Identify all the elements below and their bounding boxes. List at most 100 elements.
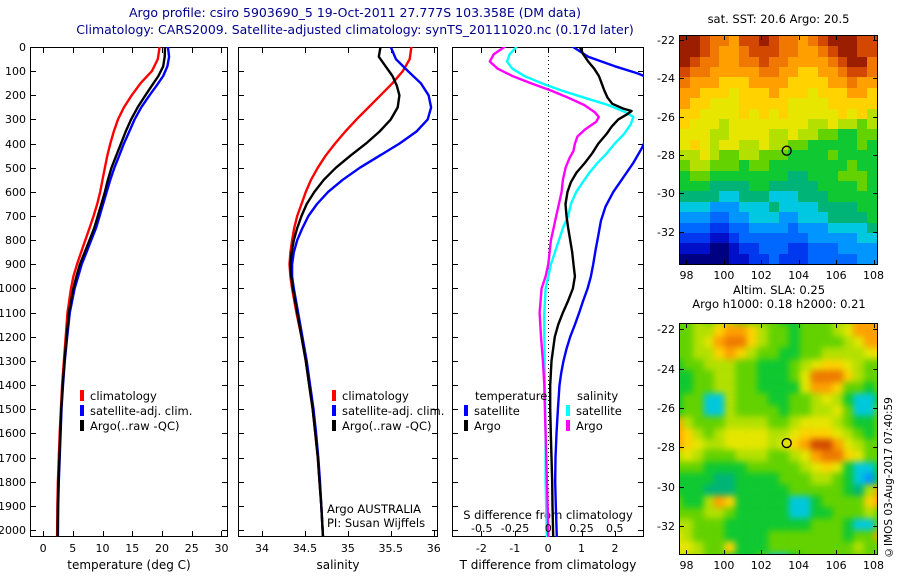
lat-tick-label: -24: [657, 362, 675, 376]
sst-map-grid: [680, 36, 877, 264]
x-tick-label: 15: [125, 542, 140, 555]
depth-tick-label: 0: [19, 41, 26, 54]
legend-color-swatch: [80, 405, 84, 416]
difference-profile-series: [505, 47, 635, 537]
lat-tick-label: -24: [657, 72, 675, 86]
lat-tick-label: -28: [657, 148, 675, 162]
x-tick-label: 10: [95, 542, 110, 555]
lat-tick-label: -32: [657, 225, 675, 239]
sla-map-grid: [680, 324, 877, 554]
difference-profile-plot: [452, 47, 644, 537]
depth-tick-label: 900: [5, 258, 26, 272]
lon-tick-label: 102: [750, 559, 772, 572]
credit-line-2: PI: Susan Wijffels: [327, 516, 426, 530]
lon-tick-label: 104: [788, 559, 810, 572]
x-tick-label: 1: [578, 542, 586, 555]
lat-tick-label: -32: [657, 520, 675, 534]
sst-map-title: sat. SST: 20.6 Argo: 20.5: [707, 12, 850, 26]
x-tick-label: 34.5: [292, 542, 318, 555]
s-scale-tick-label: 0: [544, 522, 552, 535]
depth-tick-label: 600: [5, 185, 26, 199]
lat-tick-label: -22: [657, 323, 675, 337]
depth-tick-label: 800: [5, 234, 26, 248]
depth-tick-label: 400: [5, 137, 26, 151]
difference-profile-series: [548, 47, 633, 537]
sla-map-title-line2: Argo h1000: 0.18 h2000: 0.21: [692, 297, 866, 311]
lon-tick-label: 108: [863, 269, 884, 282]
lat-tick-label: -30: [657, 187, 675, 201]
legend-item: climatology: [80, 389, 192, 404]
temperature-profile-series: [56, 47, 167, 537]
depth-tick-label: 1300: [0, 354, 26, 368]
legend-color-swatch: [464, 405, 468, 416]
depth-tick-label: 1400: [0, 379, 26, 393]
x-tick-label: 25: [184, 542, 199, 555]
depth-tick-label: 300: [5, 113, 26, 127]
legend-label: Argo(..raw -QC): [90, 419, 180, 433]
depth-tick-label: 100: [5, 65, 26, 79]
legend-label: Argo(..raw -QC): [342, 419, 432, 433]
legend-item: satellite-adj. clim.: [332, 404, 444, 419]
legend-item: Argo(..raw -QC): [332, 419, 444, 434]
x-tick-label: 20: [155, 542, 169, 555]
legend-item: Argo: [464, 419, 547, 434]
sla-map-title-line1: Altim. SLA: 0.25: [732, 283, 826, 297]
x-tick-label: 36: [426, 542, 441, 555]
legend-color-swatch: [464, 420, 468, 431]
legend: salinity satellite Argo: [566, 389, 622, 434]
depth-tick-label: 1600: [0, 427, 26, 441]
figure-title-line2: Climatology: CARS2009. Satellite-adjuste…: [76, 22, 634, 37]
lon-tick-label: 100: [713, 269, 735, 282]
s-scale-tick-label: -0.5: [471, 522, 493, 535]
legend-item: satellite: [566, 404, 622, 419]
legend-item: Argo(..raw -QC): [80, 419, 192, 434]
difference-profile-series: [553, 47, 644, 537]
legend-label: satellite-adj. clim.: [342, 404, 445, 418]
depth-tick-label: 1500: [0, 403, 26, 417]
credit-block: Argo AUSTRALIA PI: Susan Wijffels: [327, 502, 425, 530]
legend-item: satellite-adj. clim.: [80, 404, 192, 419]
lon-tick-label: 104: [788, 269, 810, 282]
x-tick-label: 5: [69, 542, 77, 555]
legend-color-swatch: [566, 405, 570, 416]
legend-color-swatch: [566, 420, 570, 431]
depth-tick-label: 1000: [0, 282, 26, 296]
legend-label: satellite: [576, 404, 622, 418]
salinity-profile-series: [290, 47, 433, 537]
salinity-profile-series: [289, 47, 401, 537]
legend-color-swatch: [332, 405, 336, 416]
depth-tick-label: 1800: [0, 475, 26, 489]
lon-tick-label: 108: [863, 559, 884, 572]
s-scale-tick-label: 0.25: [569, 522, 594, 535]
temperature-axis-label: temperature (deg C): [67, 558, 191, 572]
x-tick-label: 0: [39, 542, 47, 555]
lat-tick-label: -22: [657, 33, 675, 47]
sla-map: [679, 323, 878, 555]
x-tick-label: 2: [611, 542, 619, 555]
depth-tick-label: 2000: [0, 523, 26, 537]
lat-tick-label: -26: [657, 402, 675, 416]
legend-label: satellite-adj. clim.: [90, 404, 193, 418]
temperature-profile-plot: [30, 47, 228, 537]
legend-color-swatch: [80, 390, 84, 401]
legend-item: Argo: [566, 419, 622, 434]
legend: climatology satellite-adj. clim. Argo(..ra…: [80, 389, 192, 434]
lat-tick-label: -30: [657, 480, 675, 494]
lat-tick-label: -26: [657, 110, 675, 124]
depth-tick-label: 200: [5, 89, 26, 103]
x-tick-label: -2: [475, 542, 487, 555]
x-tick-label: 35.5: [378, 542, 404, 555]
lon-tick-label: 102: [750, 269, 772, 282]
figure-title-line1: Argo profile: csiro 5903690_5 19-Oct-201…: [128, 5, 582, 20]
credit-line-1: Argo AUSTRALIA: [327, 502, 422, 516]
lon-tick-label: 106: [825, 559, 847, 572]
lon-tick-label: 98: [679, 559, 694, 572]
depth-tick-label: 1700: [0, 451, 26, 465]
legend-color-swatch: [332, 420, 336, 431]
depth-tick-label: 1200: [0, 330, 26, 344]
legend-label: satellite: [474, 404, 520, 418]
legend-header: temperature: [475, 389, 548, 403]
lon-tick-label: 98: [679, 269, 694, 282]
x-tick-label: 35: [340, 542, 355, 555]
salinity-axis-label: salinity: [316, 558, 360, 572]
